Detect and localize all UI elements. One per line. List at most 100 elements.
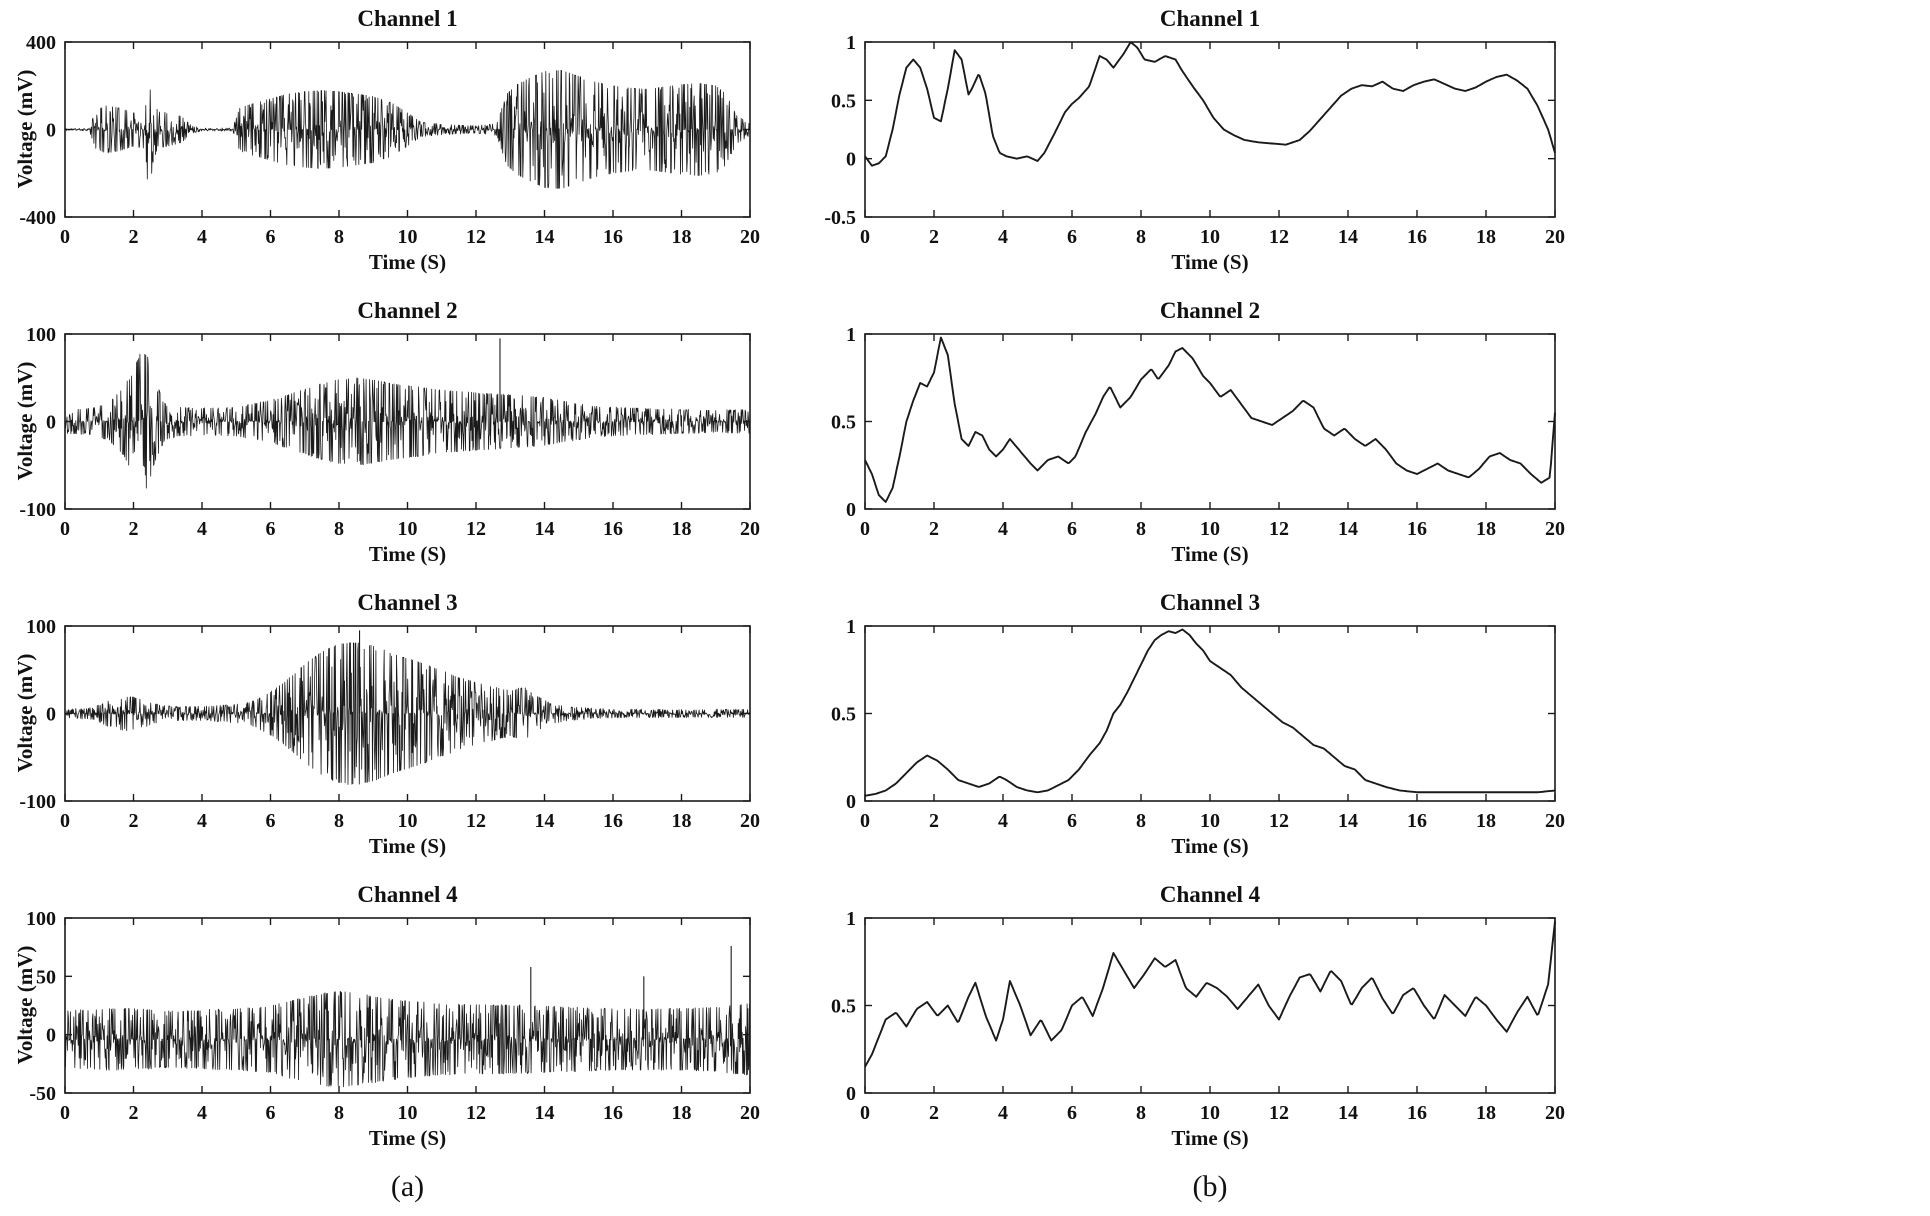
x-tick-label: 10 <box>398 1102 418 1124</box>
y-tick-label: 100 <box>26 324 56 346</box>
x-tick-label: 16 <box>603 810 623 832</box>
x-tick-label: 14 <box>535 518 555 540</box>
panel-title: Channel 1 <box>357 6 458 31</box>
signal-trace <box>64 642 751 785</box>
x-tick-label: 4 <box>197 810 207 832</box>
x-tick-label: 10 <box>1200 810 1220 832</box>
x-tick-label: 20 <box>740 810 760 832</box>
panel-title: Channel 3 <box>1159 590 1261 615</box>
axes-box <box>864 917 1556 1094</box>
x-axis-label: Time (S) <box>1171 542 1249 566</box>
x-tick-label: 2 <box>129 518 139 540</box>
x-axis-label: Time (S) <box>1171 834 1249 858</box>
x-tick-label: 0 <box>60 810 70 832</box>
x-tick-label: 16 <box>1407 518 1427 540</box>
x-tick-label: 6 <box>1067 1102 1077 1124</box>
x-axis-label: Time (S) <box>368 1126 447 1150</box>
x-tick-label: 14 <box>1338 518 1358 540</box>
x-tick-label: 20 <box>740 226 760 248</box>
y-tick-label: 50 <box>36 966 56 988</box>
y-tick-label: 0 <box>846 791 856 813</box>
axes-box <box>864 41 1556 218</box>
x-tick-label: 4 <box>197 518 207 540</box>
y-tick-label: 0 <box>46 704 56 726</box>
x-tick-label: 0 <box>860 226 870 248</box>
x-tick-label: 16 <box>603 1102 623 1124</box>
signal-trace <box>64 70 751 189</box>
x-tick-label: 18 <box>672 1102 692 1124</box>
x-tick-label: 20 <box>1545 226 1565 248</box>
x-tick-label: 18 <box>1476 810 1496 832</box>
y-tick-label: -100 <box>19 499 56 521</box>
y-tick-label: -100 <box>19 791 56 813</box>
panel-title: Channel 4 <box>357 882 458 907</box>
x-tick-label: 6 <box>1067 810 1077 832</box>
x-tick-label: 6 <box>266 1102 276 1124</box>
x-tick-label: 4 <box>998 518 1008 540</box>
panel-raw-channel-4: Channel 4 Voltage (mV) 0 2 4 6 8 10 12 14 16 18 20… <box>0 876 810 1168</box>
y-tick-label: 100 <box>26 908 56 930</box>
panel-envelope-channel-4: Channel 4 0 2 4 6 8 10 12 14 16 18 20 1 0.5 0 Time (S… <box>810 876 1580 1168</box>
x-tick-label: 8 <box>1136 810 1146 832</box>
y-tick-label: 0.5 <box>831 996 856 1018</box>
y-tick-label: 0 <box>46 120 56 142</box>
x-tick-label: 10 <box>1200 518 1220 540</box>
x-axis-label: Time (S) <box>1171 1126 1249 1150</box>
x-tick-label: 18 <box>672 226 692 248</box>
x-tick-label: 16 <box>1407 1102 1427 1124</box>
x-tick-label: 18 <box>1476 518 1496 540</box>
x-tick-label: 16 <box>603 518 623 540</box>
x-axis-label: Time (S) <box>368 834 447 858</box>
x-tick-label: 12 <box>466 810 486 832</box>
x-tick-label: 6 <box>266 518 276 540</box>
x-tick-label: 4 <box>197 1102 207 1124</box>
x-tick-label: 8 <box>334 1102 344 1124</box>
caption-b: (b) <box>1192 1170 1228 1203</box>
panel-raw-channel-3: Channel 3 Voltage (mV) 0 2 4 6 8 10 12 14 16 18 20… <box>0 584 810 876</box>
y-tick-label: 400 <box>26 32 56 54</box>
x-tick-label: 12 <box>466 518 486 540</box>
panel-title: Channel 2 <box>357 298 458 323</box>
x-tick-label: 14 <box>1338 226 1358 248</box>
x-tick-label: 18 <box>1476 226 1496 248</box>
panel-envelope-channel-2: Channel 2 0 2 4 6 8 10 12 14 16 18 20 1 0.5 0 Time (S… <box>810 292 1580 584</box>
panel-title: Channel 3 <box>357 590 458 615</box>
y-tick-label: 1 <box>846 616 856 638</box>
x-tick-label: 10 <box>398 518 418 540</box>
signal-trace <box>864 336 1556 503</box>
x-tick-label: 10 <box>1200 1102 1220 1124</box>
y-tick-label: 0 <box>846 149 856 171</box>
plot-area: 0 2 4 6 8 10 12 14 16 18 20 1 0.5 0 <box>831 616 1565 832</box>
x-tick-label: 2 <box>129 810 139 832</box>
x-tick-label: 4 <box>197 226 207 248</box>
x-tick-label: 8 <box>1136 226 1146 248</box>
x-axis-label: Time (S) <box>368 250 447 274</box>
x-tick-label: 2 <box>929 226 939 248</box>
y-tick-label: 0.5 <box>831 412 856 434</box>
x-tick-label: 12 <box>466 1102 486 1124</box>
x-tick-label: 4 <box>998 1102 1008 1124</box>
x-tick-label: 14 <box>1338 1102 1358 1124</box>
y-tick-label: -0.5 <box>824 207 856 229</box>
x-tick-label: 20 <box>1545 810 1565 832</box>
y-tick-label: 1 <box>846 908 856 930</box>
x-tick-label: 14 <box>535 1102 555 1124</box>
x-tick-label: 0 <box>60 518 70 540</box>
panel-envelope-channel-1: Channel 1 0 2 4 6 8 10 12 14 16 18 20 1 0.5 0 -0.5 Tim… <box>810 0 1580 292</box>
panel-title: Channel 1 <box>1159 6 1261 31</box>
x-tick-label: 10 <box>398 226 418 248</box>
caption-a: (a) <box>390 1170 425 1203</box>
x-tick-label: 0 <box>860 518 870 540</box>
x-tick-label: 12 <box>1269 518 1289 540</box>
x-tick-label: 14 <box>535 810 555 832</box>
x-tick-label: 20 <box>740 518 760 540</box>
axes-box <box>864 333 1556 510</box>
x-tick-label: 8 <box>1136 518 1146 540</box>
panel-envelope-channel-3: Channel 3 0 2 4 6 8 10 12 14 16 18 20 1 0.5 0 Time (S… <box>810 584 1580 876</box>
x-tick-label: 8 <box>1136 1102 1146 1124</box>
x-tick-label: 18 <box>672 810 692 832</box>
